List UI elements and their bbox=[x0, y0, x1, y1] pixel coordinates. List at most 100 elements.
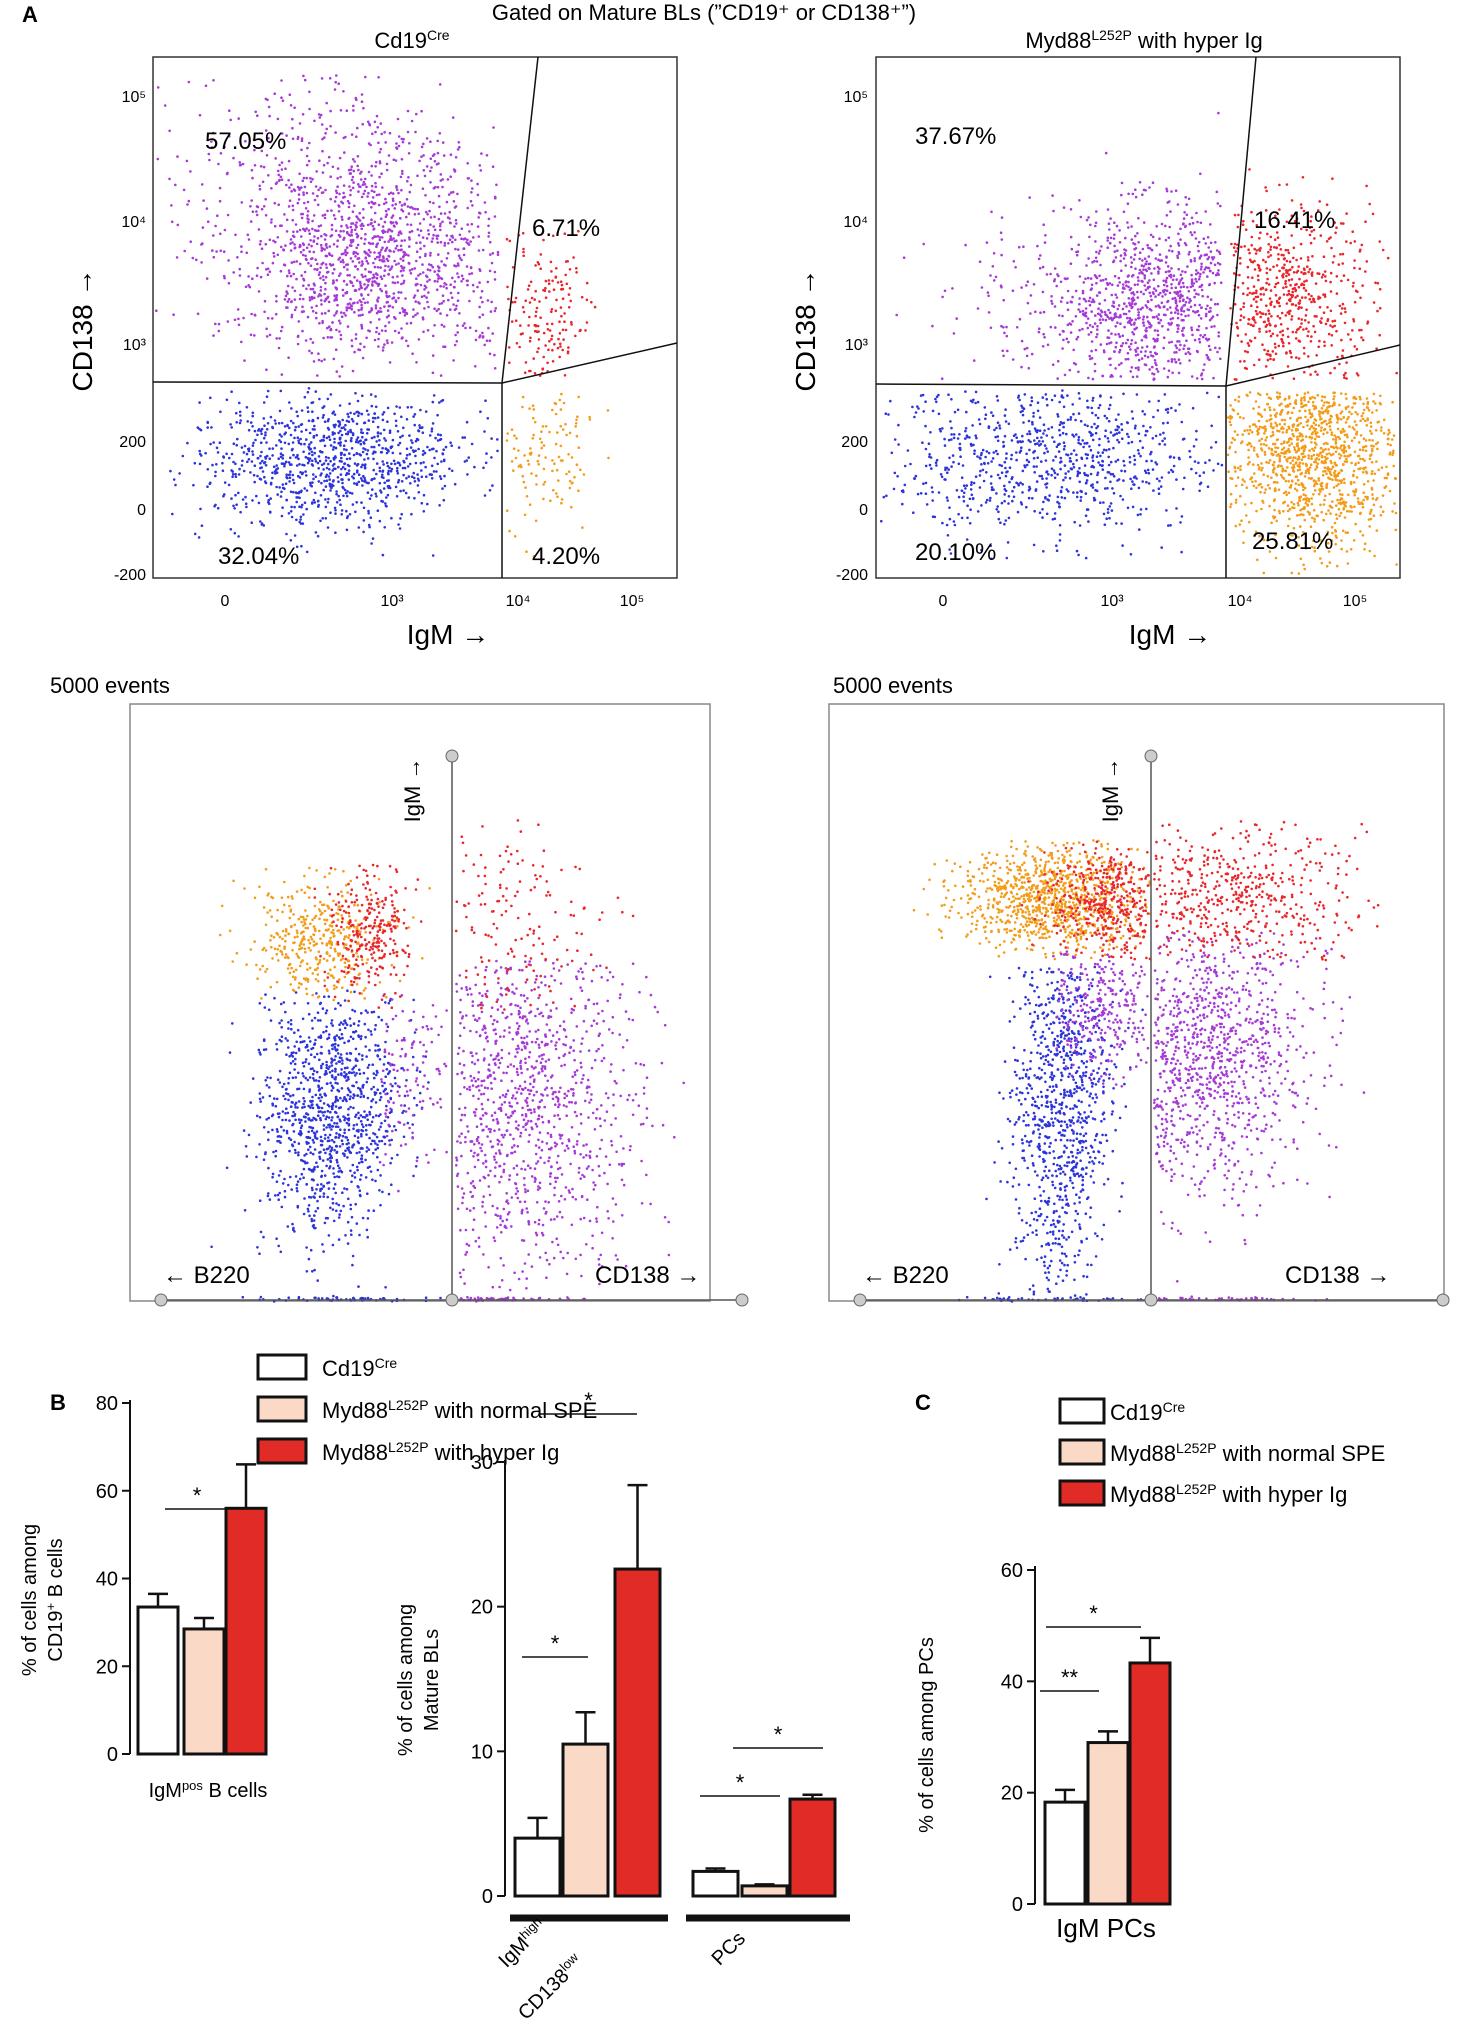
event-dot bbox=[410, 272, 413, 275]
event-dot bbox=[342, 196, 345, 199]
event-dot bbox=[564, 274, 567, 277]
event-dot bbox=[563, 320, 566, 323]
event-dot bbox=[1122, 283, 1125, 286]
event-dot bbox=[406, 322, 409, 325]
event-dot bbox=[387, 494, 390, 497]
event-dot bbox=[1210, 326, 1213, 329]
event-dot bbox=[538, 454, 541, 457]
event-dot bbox=[985, 501, 988, 504]
event-dot bbox=[390, 463, 393, 466]
event-dot bbox=[1147, 469, 1150, 472]
event-dot bbox=[308, 350, 311, 353]
event-dot bbox=[290, 316, 293, 319]
event-dot bbox=[1267, 350, 1270, 353]
event-dot bbox=[1092, 378, 1095, 381]
event-dot bbox=[387, 407, 390, 410]
event-dot bbox=[288, 512, 291, 515]
event-dot bbox=[386, 420, 389, 423]
event-dot bbox=[437, 253, 440, 256]
event-dot bbox=[367, 491, 370, 494]
event-dot bbox=[1178, 340, 1181, 343]
event-dot bbox=[360, 178, 363, 181]
event-dot bbox=[172, 313, 175, 316]
event-dot bbox=[252, 442, 255, 445]
event-dot bbox=[492, 165, 495, 168]
event-dot bbox=[356, 127, 359, 130]
event-dot bbox=[352, 187, 355, 190]
event-dot bbox=[320, 299, 323, 302]
event-dot bbox=[1132, 376, 1135, 379]
event-dot bbox=[1291, 266, 1294, 269]
event-dot bbox=[333, 299, 336, 302]
event-dot bbox=[432, 448, 435, 451]
event-dot bbox=[232, 271, 235, 274]
event-dot bbox=[427, 291, 430, 294]
event-dot bbox=[1214, 303, 1217, 306]
event-dot bbox=[449, 308, 452, 311]
event-dot bbox=[1158, 487, 1161, 490]
event-dot bbox=[1208, 338, 1211, 341]
event-dot bbox=[259, 520, 262, 523]
event-dot bbox=[1061, 315, 1064, 318]
event-dot bbox=[317, 237, 320, 240]
event-dot bbox=[220, 250, 223, 253]
event-dot bbox=[250, 199, 253, 202]
event-dot bbox=[1141, 306, 1144, 309]
event-dot bbox=[523, 311, 526, 314]
event-dot bbox=[460, 280, 463, 283]
event-dot bbox=[375, 307, 378, 310]
event-dot bbox=[272, 447, 275, 450]
event-dot bbox=[318, 480, 321, 483]
event-dot bbox=[290, 407, 293, 410]
event-dot bbox=[1330, 290, 1333, 293]
event-dot bbox=[410, 224, 413, 227]
event-dot bbox=[389, 305, 392, 308]
event-dot bbox=[950, 465, 953, 468]
event-dot bbox=[455, 308, 458, 311]
event-dot bbox=[1138, 359, 1141, 362]
event-dot bbox=[542, 498, 545, 501]
event-dot bbox=[1043, 452, 1046, 455]
event-dot bbox=[367, 262, 370, 265]
event-dot bbox=[1114, 275, 1117, 278]
event-dot bbox=[356, 438, 359, 441]
event-dot bbox=[343, 454, 346, 457]
event-dot bbox=[1323, 345, 1326, 348]
event-dot bbox=[381, 476, 384, 479]
event-dot bbox=[308, 232, 311, 235]
event-dot bbox=[1177, 312, 1180, 315]
event-dot bbox=[1323, 255, 1326, 258]
event-dot bbox=[1254, 321, 1257, 324]
event-dot bbox=[449, 175, 452, 178]
event-dot bbox=[363, 242, 366, 245]
event-dot bbox=[525, 550, 528, 553]
event-dot bbox=[1176, 331, 1179, 334]
event-dot bbox=[1099, 455, 1102, 458]
event-dot bbox=[397, 472, 400, 475]
event-dot bbox=[357, 244, 360, 247]
event-dot bbox=[484, 201, 487, 204]
event-dot bbox=[1265, 330, 1268, 333]
event-dot bbox=[557, 281, 560, 284]
event-dot bbox=[1092, 460, 1095, 463]
event-dot bbox=[1118, 281, 1121, 284]
event-dot bbox=[1248, 344, 1251, 347]
event-dot bbox=[1093, 260, 1096, 263]
event-dot bbox=[329, 263, 332, 266]
event-dot bbox=[1132, 291, 1135, 294]
event-dot bbox=[552, 360, 555, 363]
event-dot bbox=[361, 413, 364, 416]
event-dot bbox=[1104, 311, 1107, 314]
event-dot bbox=[287, 179, 290, 182]
event-dot bbox=[387, 473, 390, 476]
event-dot bbox=[529, 447, 532, 450]
event-dot bbox=[1282, 334, 1285, 337]
event-dot bbox=[1247, 323, 1250, 326]
event-dot bbox=[273, 466, 276, 469]
event-dot bbox=[1166, 308, 1169, 311]
scatter-panel-1-ytick: 10³ bbox=[123, 337, 147, 354]
event-dot bbox=[1285, 271, 1288, 274]
event-dot bbox=[1255, 252, 1258, 255]
event-dot bbox=[1199, 173, 1202, 176]
event-dot bbox=[558, 456, 561, 459]
